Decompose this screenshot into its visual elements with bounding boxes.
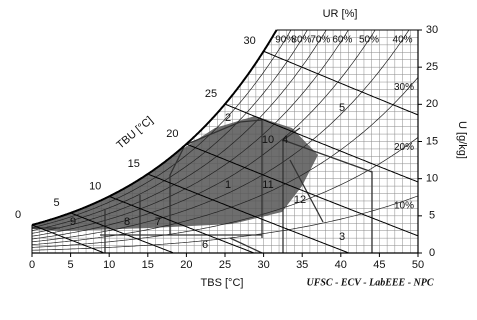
x-tick-label: 25 xyxy=(219,259,231,271)
y-tick-label: 10 xyxy=(426,173,438,185)
rh-label: 80% xyxy=(291,35,311,46)
y-axis-label: U [g/kg] xyxy=(456,121,468,159)
zone-label: 6 xyxy=(202,239,208,251)
rh-line xyxy=(32,30,418,240)
rh-axis-label: UR [%] xyxy=(323,8,358,20)
wb-label: 10 xyxy=(89,180,101,192)
zone-label: 10 xyxy=(262,134,274,146)
wb-label: 5 xyxy=(54,197,60,209)
y-tick-label: 30 xyxy=(426,24,438,36)
rh-label: 90% xyxy=(275,35,295,46)
rh-line xyxy=(32,77,418,245)
wb-line xyxy=(147,173,349,253)
zone-boundary xyxy=(282,127,301,141)
zone-label: 5 xyxy=(339,102,345,114)
rh-line xyxy=(32,195,418,251)
x-tick-label: 35 xyxy=(296,259,308,271)
zone-label: 9 xyxy=(70,216,76,228)
rh-label: 60% xyxy=(332,35,352,46)
x-tick-label: 45 xyxy=(373,259,385,271)
rh-label: 40% xyxy=(393,35,413,46)
wb-axis-label: TBU [°C] xyxy=(114,114,155,151)
wb-label: 30 xyxy=(243,35,255,47)
rh-label: 10% xyxy=(394,201,414,212)
rh-line xyxy=(32,30,418,229)
wb-line xyxy=(263,50,418,116)
wb-line xyxy=(70,212,174,253)
zone-label: 12 xyxy=(294,194,306,206)
y-tick-label: 20 xyxy=(426,98,438,110)
zone-label: 8 xyxy=(124,216,130,228)
x-tick-label: 15 xyxy=(142,259,154,271)
x-tick-label: 0 xyxy=(29,259,35,271)
zone-boundary xyxy=(289,159,324,223)
x-tick-label: 30 xyxy=(257,259,269,271)
zone-label: 1 xyxy=(225,179,231,191)
rh-line xyxy=(32,30,418,234)
rh-label: 70% xyxy=(310,35,330,46)
rh-line xyxy=(32,30,418,231)
wb-label: 25 xyxy=(205,88,217,100)
rh-label: 30% xyxy=(394,82,414,93)
rh-line xyxy=(32,30,418,243)
rh-label: 50% xyxy=(359,35,379,46)
wb-line xyxy=(32,224,104,253)
saturation-curve xyxy=(31,29,278,226)
wb-label: 15 xyxy=(128,158,140,170)
wb-label: 0 xyxy=(15,209,21,221)
x-axis-label: TBS [°C] xyxy=(201,277,244,289)
rh-line xyxy=(32,137,418,248)
y-tick-label: 0 xyxy=(429,247,435,259)
zone-label: 11 xyxy=(262,179,273,191)
wb-line xyxy=(186,143,418,237)
y-tick-label: 5 xyxy=(429,210,435,222)
y-tick-label: 25 xyxy=(426,61,438,73)
x-tick-label: 5 xyxy=(68,259,74,271)
zone-label: 4 xyxy=(282,134,288,146)
x-tick-label: 40 xyxy=(335,259,347,271)
x-tick-label: 20 xyxy=(180,259,192,271)
zone-boundary xyxy=(169,144,186,235)
footer: UFSC - ECV - LabEEE - NPC xyxy=(306,277,433,288)
rh-label: 20% xyxy=(394,142,414,153)
zone-boundary xyxy=(282,139,373,253)
zone-boundary xyxy=(229,237,263,253)
wb-line xyxy=(224,103,418,183)
x-tick-label: 50 xyxy=(412,259,424,271)
y-tick-label: 15 xyxy=(426,135,438,147)
zone-label: 7 xyxy=(155,216,161,228)
zone-boundary xyxy=(184,119,263,146)
wb-line xyxy=(109,195,255,253)
x-tick-label: 10 xyxy=(103,259,115,271)
zone-label: 3 xyxy=(339,231,345,243)
zone-label: 2 xyxy=(225,112,231,124)
wb-label: 20 xyxy=(166,128,178,140)
